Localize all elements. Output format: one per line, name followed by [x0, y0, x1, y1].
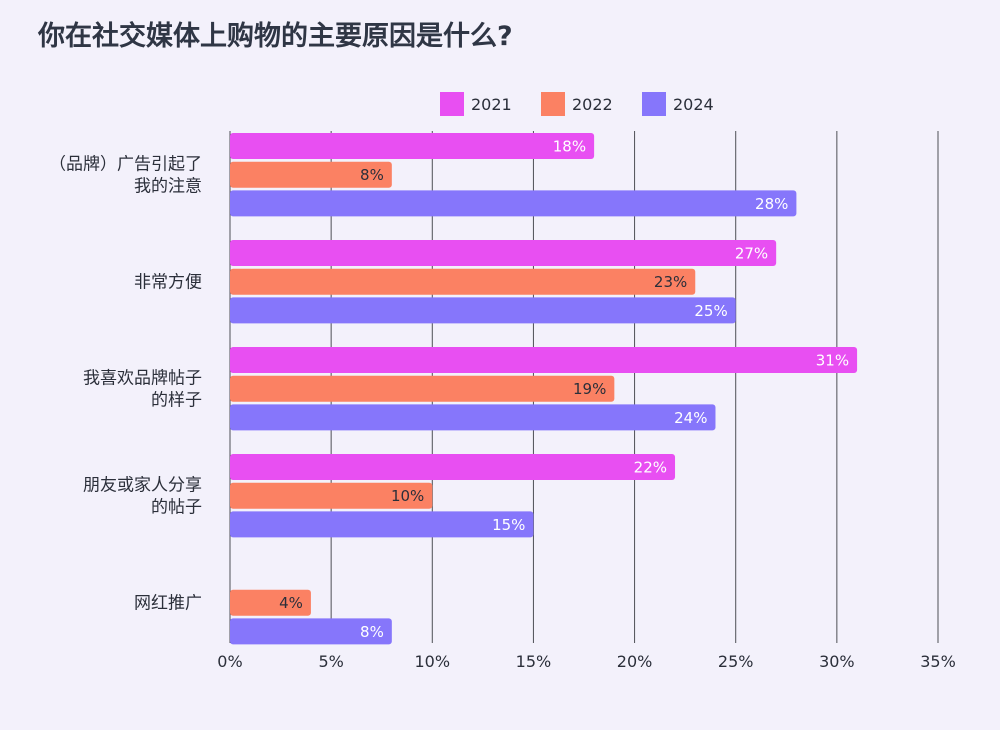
bar-2021	[230, 454, 676, 480]
legend-swatch	[642, 92, 666, 116]
bar-2022	[230, 482, 433, 509]
bar-2024	[230, 190, 797, 217]
data-label: 15%	[492, 516, 525, 534]
bar-2022	[230, 375, 615, 402]
x-tick-label: 0%	[217, 652, 242, 671]
data-label: 10%	[391, 487, 424, 505]
category-label: 朋友或家人分享	[83, 476, 202, 496]
legend-label: 2022	[572, 95, 613, 114]
bar-2021	[230, 347, 858, 373]
bar-2024	[230, 297, 736, 324]
data-label: 22%	[634, 459, 667, 477]
x-tick-label: 30%	[819, 652, 855, 671]
x-tick-label: 15%	[516, 652, 552, 671]
data-label: 4%	[279, 594, 303, 612]
data-label: 25%	[694, 302, 727, 320]
data-label: 28%	[755, 195, 788, 213]
bar-2024	[230, 618, 392, 645]
data-label: 8%	[360, 166, 384, 184]
x-tick-label: 10%	[415, 652, 451, 671]
bar-2022	[230, 268, 696, 295]
x-tick-label: 5%	[318, 652, 343, 671]
bar-2024	[230, 511, 534, 538]
data-label: 27%	[735, 245, 768, 263]
legend-label: 2024	[673, 95, 714, 114]
category-label: 的样子	[151, 391, 202, 411]
category-label: 我喜欢品牌帖子	[83, 369, 202, 389]
category-label: 的帖子	[151, 498, 202, 518]
bar-2022	[230, 589, 311, 616]
chart-title: 你在社交媒体上购物的主要原因是什么?	[38, 21, 513, 52]
bar-2021	[230, 133, 595, 159]
category-label: 网红推广	[134, 594, 202, 614]
data-label: 31%	[816, 352, 849, 370]
legend-swatch	[440, 92, 464, 116]
data-label: 18%	[553, 138, 586, 156]
legend-label: 2021	[471, 95, 512, 114]
category-label: （品牌）广告引起了	[49, 155, 202, 175]
data-label: 19%	[573, 380, 606, 398]
data-label: 23%	[654, 273, 687, 291]
category-label: 我的注意	[134, 177, 202, 197]
x-tick-label: 20%	[617, 652, 653, 671]
legend-swatch	[541, 92, 565, 116]
category-label: 非常方便	[134, 273, 202, 293]
x-tick-label: 35%	[920, 652, 956, 671]
bar-2022	[230, 161, 392, 188]
data-label: 24%	[674, 409, 707, 427]
data-label: 8%	[360, 623, 384, 641]
bar-2024	[230, 404, 716, 431]
bar-2021	[230, 240, 777, 266]
x-tick-label: 25%	[718, 652, 754, 671]
